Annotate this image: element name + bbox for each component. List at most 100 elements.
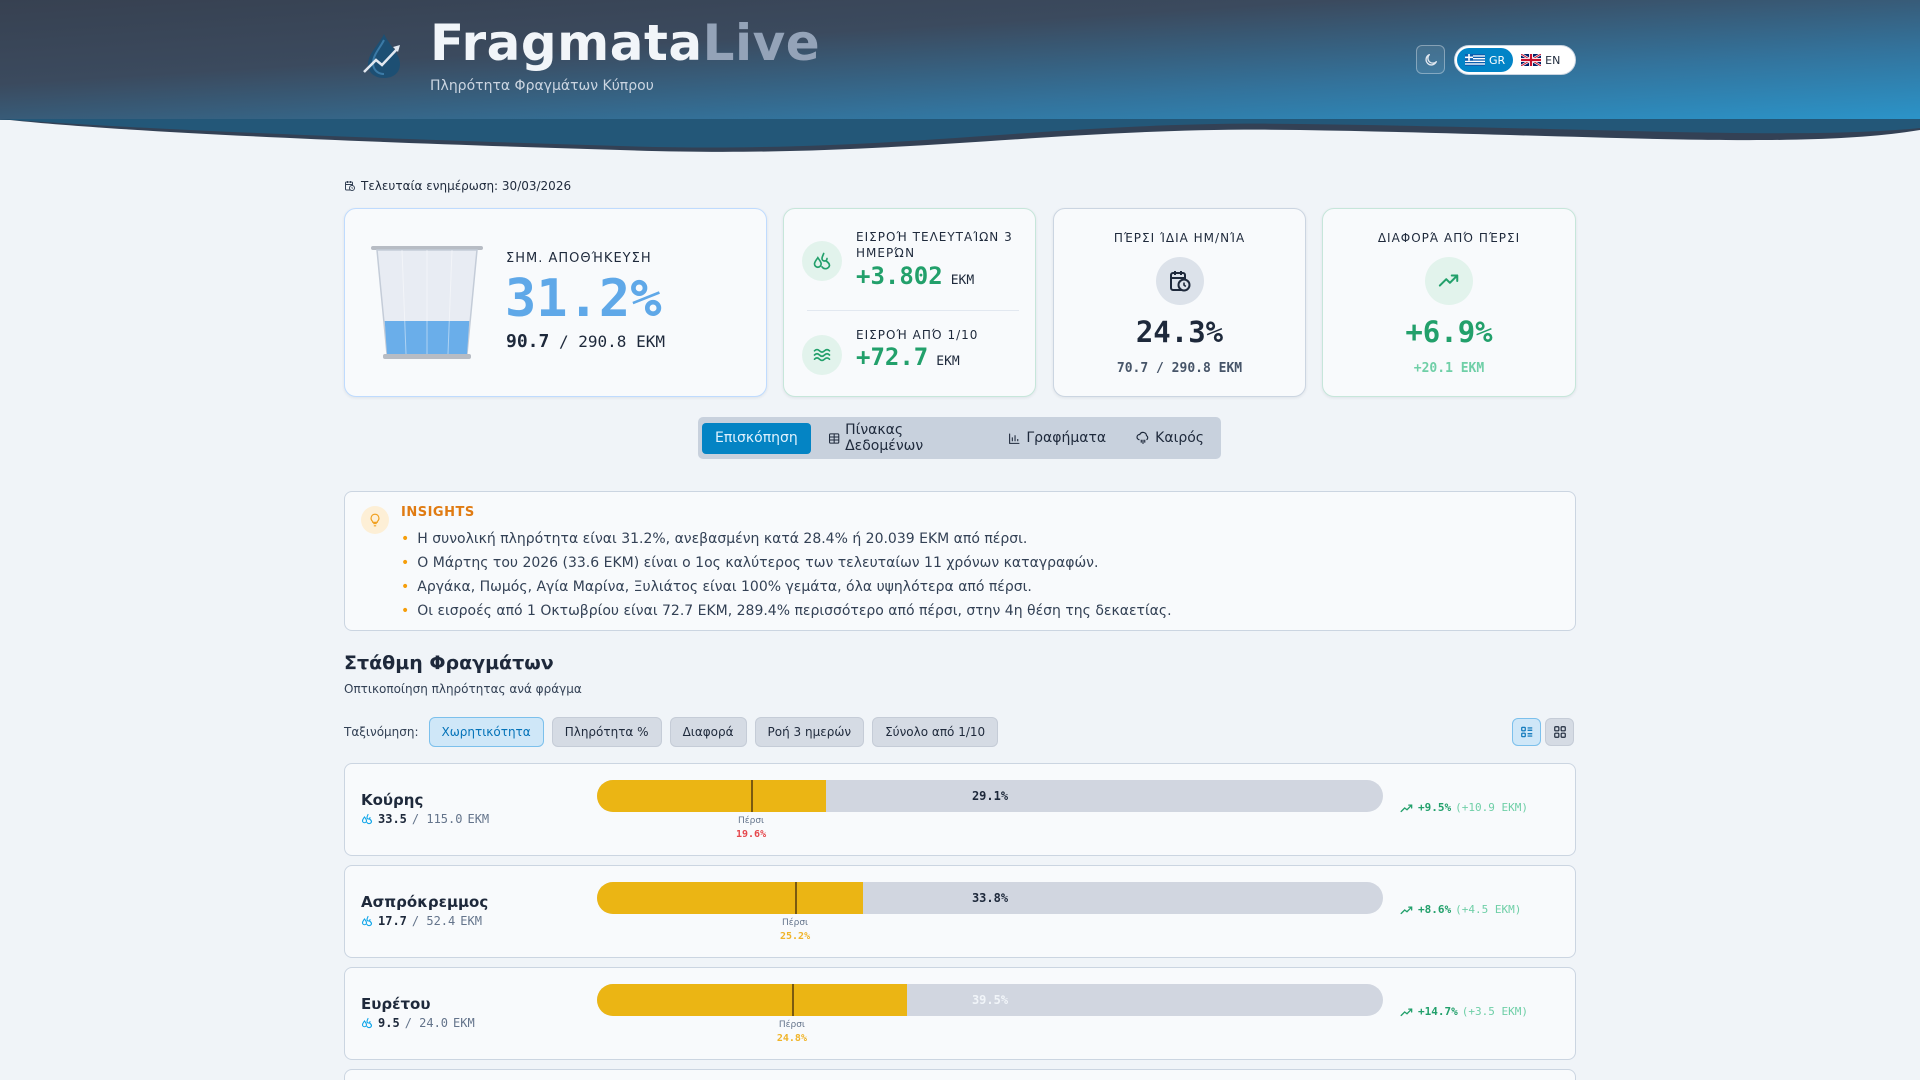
storage-current: 90.7 [506, 331, 550, 352]
tab-overview[interactable]: Επισκόπηση [702, 422, 811, 454]
greek-flag-icon [1465, 54, 1485, 66]
droplets-icon [361, 1017, 373, 1029]
water-drop-logo-icon [363, 34, 400, 78]
last-year-caption: Πέρσι [778, 1020, 805, 1030]
fill-bar-level [597, 984, 908, 1016]
trending-up-icon [1438, 274, 1459, 287]
sort-3day-flow-button[interactable]: Ροή 3 ημερών [754, 717, 865, 747]
fill-percent: 29.1% [971, 789, 1009, 803]
language-en-label: EN [1545, 53, 1561, 67]
insights-list: Η συνολική πληρότητα είναι 31.2%, ανεβασ… [401, 527, 1172, 623]
dam-volume: 9.5 / 24.0 ΕΚΜ [361, 1016, 475, 1030]
fill-bar-level [597, 882, 863, 914]
difference-percent: +6.9% [1405, 315, 1493, 349]
last-update: Τελευταία ενημέρωση: 30/03/2026 [344, 179, 571, 193]
dam-row[interactable]: Ευρέτου 9.5 / 24.0 ΕΚΜ 39.5% Πέρσι 24.8%… [344, 967, 1576, 1060]
dam-name: Κούρης [361, 791, 424, 809]
dam-diff-percent: +8.6% [1418, 903, 1452, 916]
last-year-marker-label: Πέρσι 25.2% [765, 916, 825, 944]
insight-item: Η συνολική πληρότητα είναι 31.2%, ανεβασ… [401, 527, 1172, 551]
sort-label: Ταξινόμηση: [344, 725, 419, 739]
insights-title: INSIGHTS [401, 505, 475, 520]
section-title: Στάθμη Φραγμάτων [344, 652, 554, 674]
tab-data-table[interactable]: Πίνακας Δεδομένων [815, 422, 992, 454]
brand-secondary: Live [702, 14, 821, 72]
calendar-clock-icon [1169, 271, 1190, 292]
storage-percent: 31.2% [505, 269, 662, 329]
last-year-percent: 24.3% [1135, 315, 1224, 349]
app-title: FragmataLive [430, 18, 820, 68]
dam-row-partial[interactable] [344, 1069, 1576, 1080]
dam-unit: ΕΚΜ [460, 914, 482, 928]
sort-bar: Ταξινόμηση: Χωρητικότητα Πληρότητα % Δια… [344, 717, 999, 747]
insight-item: Αργάκα, Πωμός, Αγία Μαρίνα, Ξυλιάτος είν… [401, 575, 1172, 599]
language-en-button[interactable]: EN [1513, 48, 1568, 72]
uk-flag-icon [1521, 54, 1542, 66]
inflow-since-oct: ΕΙΣΡΟΉ ΑΠΌ 1/10 +72.7 ΕΚΜ [802, 327, 1018, 375]
inflow-3days: ΕΙΣΡΟΉ ΤΕΛΕΥΤΑΊΩΝ 3 ΗΜΕΡΏΝ +3.802 ΕΚΜ [802, 229, 1018, 290]
inflow-3days-label: ΕΙΣΡΟΉ ΤΕΛΕΥΤΑΊΩΝ 3 ΗΜΕΡΏΝ [856, 230, 1013, 260]
trending-up-icon [1400, 803, 1413, 812]
fill-percent: 33.8% [971, 891, 1009, 905]
sort-capacity-button[interactable]: Χωρητικότητα [428, 717, 544, 747]
tab-charts[interactable]: Γραφήματα [995, 423, 1119, 454]
insight-item: Ο Μάρτης του 2026 (33.6 ΕΚΜ) είναι ο 1ος… [401, 551, 1172, 575]
last-year-detail: 70.7 / 290.8 ΕΚΜ [1116, 361, 1243, 376]
dam-diff-abs: (+3.5 ΕΚΜ) [1461, 1005, 1528, 1018]
language-gr-button[interactable]: GR [1457, 48, 1514, 72]
waves-icon [813, 348, 831, 362]
last-year-value: 25.2% [780, 931, 811, 942]
dam-capacity: / 52.4 [411, 914, 456, 928]
dam-diff-abs: (+10.9 ΕΚΜ) [1455, 801, 1528, 814]
header-wave-background [0, 0, 1920, 152]
dam-row[interactable]: Ασπρόκρεμμος 17.7 / 52.4 ΕΚΜ 33.8% Πέρσι… [344, 865, 1576, 958]
trending-up-icon [1400, 905, 1413, 914]
last-year-marker-label: Πέρσι 24.8% [762, 1018, 822, 1046]
dam-name: Ευρέτου [361, 995, 431, 1013]
dam-diff-percent: +14.7% [1418, 1005, 1458, 1018]
inflow-since-oct-label: ΕΙΣΡΟΉ ΑΠΌ 1/10 [856, 328, 979, 342]
insights-panel: INSIGHTS Η συνολική πληρότητα είναι 31.2… [344, 491, 1576, 631]
last-year-label: ΠΈΡΣΙ ΊΔΙΑ ΗΜ/ΝΊΑ [1113, 231, 1246, 245]
grid-view-button[interactable] [1545, 718, 1574, 746]
section-subtitle: Οπτικοποίηση πληρότητας ανά φράγμα [344, 682, 582, 696]
view-toggle [1512, 718, 1574, 746]
language-switcher: GR EN [1454, 45, 1576, 75]
moon-icon [1424, 53, 1437, 66]
tab-weather[interactable]: Καιρός [1123, 423, 1217, 454]
inflow-3days-unit: ΕΚΜ [950, 273, 975, 288]
lightbulb-icon [370, 513, 380, 527]
last-year-value: 19.6% [735, 829, 767, 840]
theme-toggle-button[interactable] [1416, 45, 1445, 74]
fill-bar-level [597, 780, 826, 812]
dam-volume: 33.5 / 115.0 ΕΚΜ [361, 812, 489, 826]
inflow-since-oct-value: +72.7 [856, 343, 929, 371]
sort-difference-button[interactable]: Διαφορά [669, 717, 747, 747]
dam-current: 9.5 [378, 1016, 400, 1030]
sort-total-since-oct-button[interactable]: Σύνολο από 1/10 [872, 717, 999, 747]
sort-fill-percent-button[interactable]: Πληρότητα % [551, 717, 662, 747]
grid-view-icon [1553, 726, 1566, 738]
inflow-3days-value: +3.802 [856, 262, 943, 290]
difference-card: ΔΙΑΦΟΡΆ ΑΠΌ ΠΈΡΣΙ +6.9% +20.1 ΕΚΜ [1322, 208, 1576, 397]
last-year-caption: Πέρσι [737, 816, 765, 826]
droplets-icon [361, 915, 373, 927]
list-view-button[interactable] [1512, 718, 1541, 746]
difference-detail: +20.1 ΕΚΜ [1413, 361, 1485, 376]
last-year-caption: Πέρσι [782, 918, 809, 928]
tab-charts-label: Γραφήματα [1026, 430, 1107, 446]
storage-capacity: / 290.8 ΕΚΜ [559, 332, 665, 351]
last-year-marker-label: Πέρσι 19.6% [721, 814, 781, 842]
insight-item: Οι εισροές από 1 Οκτωβρίου είναι 72.7 ΕΚ… [401, 599, 1171, 623]
divider [807, 310, 1019, 311]
dam-capacity: / 115.0 [411, 812, 463, 826]
dam-capacity: / 24.0 [404, 1016, 449, 1030]
last-year-value: 24.8% [776, 1033, 807, 1044]
brand-primary: Fragmata [430, 14, 703, 72]
dam-row[interactable]: Κούρης 33.5 / 115.0 ΕΚΜ 29.1% Πέρσι 19.6… [344, 763, 1576, 856]
last-year-marker [791, 984, 794, 1016]
storage-volume: 90.7 / 290.8 ΕΚΜ [506, 331, 665, 352]
trending-up-icon [1400, 1007, 1413, 1016]
table-icon [828, 432, 840, 444]
last-update-text: Τελευταία ενημέρωση: 30/03/2026 [361, 179, 572, 193]
